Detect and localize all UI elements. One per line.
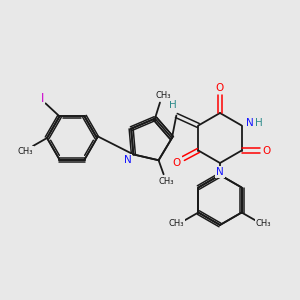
Text: CH₃: CH₃ — [256, 219, 272, 228]
Text: CH₃: CH₃ — [159, 177, 174, 186]
Text: H: H — [255, 118, 262, 128]
Text: I: I — [41, 92, 44, 105]
Text: CH₃: CH₃ — [169, 219, 184, 228]
Text: CH₃: CH₃ — [155, 91, 171, 100]
Text: N: N — [124, 155, 131, 165]
Text: O: O — [172, 158, 181, 167]
Text: H: H — [169, 100, 177, 110]
Text: CH₃: CH₃ — [17, 146, 33, 155]
Text: N: N — [246, 118, 254, 128]
Text: O: O — [216, 83, 224, 93]
Text: N: N — [216, 167, 224, 177]
Text: O: O — [262, 146, 271, 155]
